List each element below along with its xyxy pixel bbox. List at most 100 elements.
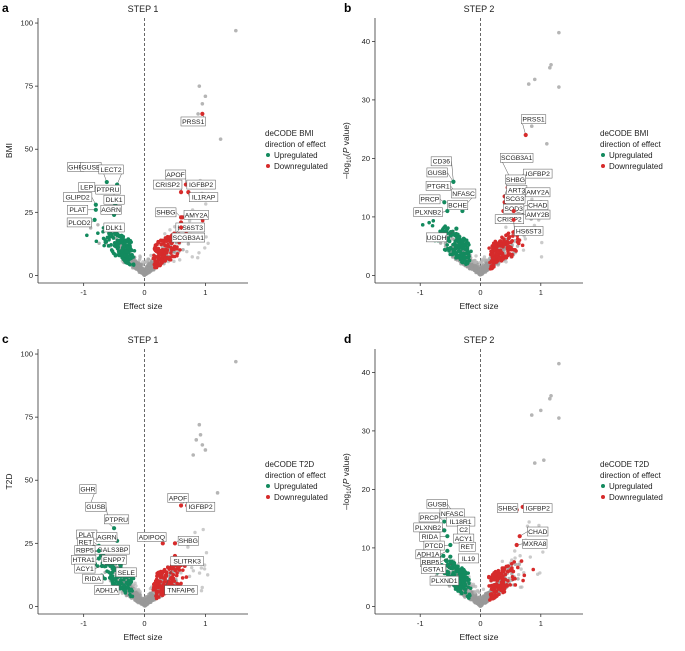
upregulated-point [459, 257, 463, 262]
downregulated-point [152, 253, 156, 258]
upregulated-point [116, 244, 120, 249]
downregulated-point [159, 242, 164, 247]
gene-label-box [183, 210, 209, 220]
gene-label-box [523, 168, 553, 179]
downregulated-point [493, 242, 498, 246]
gene-label: TNFAIP6 [167, 587, 195, 594]
neutral-point [178, 258, 182, 262]
legend-up-marker [266, 153, 270, 157]
downregulated-point [168, 257, 173, 262]
x-tick-label: -1 [417, 619, 424, 628]
outlier-point [200, 102, 205, 106]
neutral-point [201, 527, 205, 532]
x-tick-label: 0 [478, 619, 482, 628]
gene-label: IGFBP2 [189, 182, 213, 189]
y-tick-label: 20 [362, 154, 370, 163]
downregulated-points [487, 559, 536, 602]
x-tick-label: 1 [539, 619, 543, 628]
labeled-point [178, 225, 184, 230]
outlier-point [549, 393, 553, 398]
gene-label: GSTA1 [423, 566, 445, 573]
downregulated-point [511, 577, 515, 581]
gene-label: IL18R1 [450, 519, 472, 526]
gene-label: CRISP2 [155, 182, 180, 189]
neutral-point [522, 570, 526, 575]
neutral-point [204, 235, 208, 239]
y-tick-label: 50 [25, 145, 33, 154]
gene-label: MXRA8 [523, 541, 547, 548]
outlier-point [542, 458, 546, 462]
upregulated-point [131, 263, 136, 267]
upregulated-point [458, 569, 463, 574]
gene-label: NFASC [452, 191, 475, 198]
downregulated-point [496, 249, 501, 254]
y-tick-label: 75 [25, 82, 33, 91]
gene-label-box [189, 192, 219, 202]
y-tick-label: 40 [362, 368, 370, 377]
gene-label-box [78, 182, 96, 192]
gene-label: RIDA [85, 576, 102, 583]
downregulated-point [156, 579, 161, 583]
gene-label-box [104, 514, 130, 525]
gene-label: ACY1 [76, 566, 94, 573]
downregulated-point [500, 575, 505, 580]
upregulated-point [129, 588, 133, 592]
upregulated-point [453, 243, 458, 248]
gene-label: PTGR1 [427, 183, 450, 190]
neutral-point [139, 601, 144, 605]
neutral-point [149, 253, 153, 258]
neutral-point [142, 260, 147, 265]
labeled-point [104, 179, 109, 185]
neutral-point [140, 270, 145, 275]
neutral-point [151, 596, 155, 601]
upregulated-point [454, 584, 459, 589]
upregulated-point [124, 249, 129, 254]
gene-label-box [185, 501, 216, 512]
labeled-point [454, 226, 459, 231]
upregulated-point [95, 564, 100, 568]
x-axis-title: Effect size [459, 632, 498, 642]
panel-title: STEP 2 [464, 335, 495, 345]
labeled-point [92, 217, 97, 223]
downregulated-point [492, 589, 497, 594]
downregulated-point [489, 586, 494, 591]
upregulated-point [122, 241, 127, 246]
neutral-point [527, 520, 531, 524]
downregulated-point [496, 587, 501, 591]
upregulated-point [128, 262, 132, 267]
gene-label-box [67, 205, 89, 215]
y-tick-label: 40 [362, 37, 370, 46]
outlier-point [234, 28, 238, 33]
gene-label: UGDH [426, 235, 446, 242]
upregulated-point [109, 577, 114, 581]
upregulated-point [125, 585, 130, 589]
legend-up-label: Upregulated [274, 482, 318, 491]
neutral-point [473, 259, 477, 263]
neutral-point [474, 254, 478, 258]
neutral-point [190, 565, 194, 570]
gene-label-box [527, 200, 549, 210]
gene-label-box [98, 164, 124, 175]
gene-label: RBP5 [76, 548, 94, 555]
downregulated-points [151, 560, 189, 601]
neutral-point [500, 559, 505, 564]
downregulated-point [159, 248, 163, 253]
neutral-point [473, 264, 478, 268]
neutral-point [134, 584, 138, 588]
upregulated-point [111, 235, 115, 240]
downregulated-point [522, 573, 527, 578]
gene-label: IGFBP2 [526, 506, 550, 513]
gene-label: ART3 [508, 187, 525, 194]
upregulated-point [468, 593, 472, 598]
panel-letter: a [2, 1, 9, 15]
downregulated-point [163, 256, 167, 261]
upregulated-point [120, 248, 124, 253]
outlier-point [191, 453, 196, 457]
neutral-point [474, 270, 478, 275]
gene-label: APOF [169, 495, 188, 502]
outlier-point [196, 112, 200, 116]
legend-up-marker [601, 484, 605, 488]
upregulated-point [464, 251, 469, 256]
neutral-point [513, 556, 517, 560]
